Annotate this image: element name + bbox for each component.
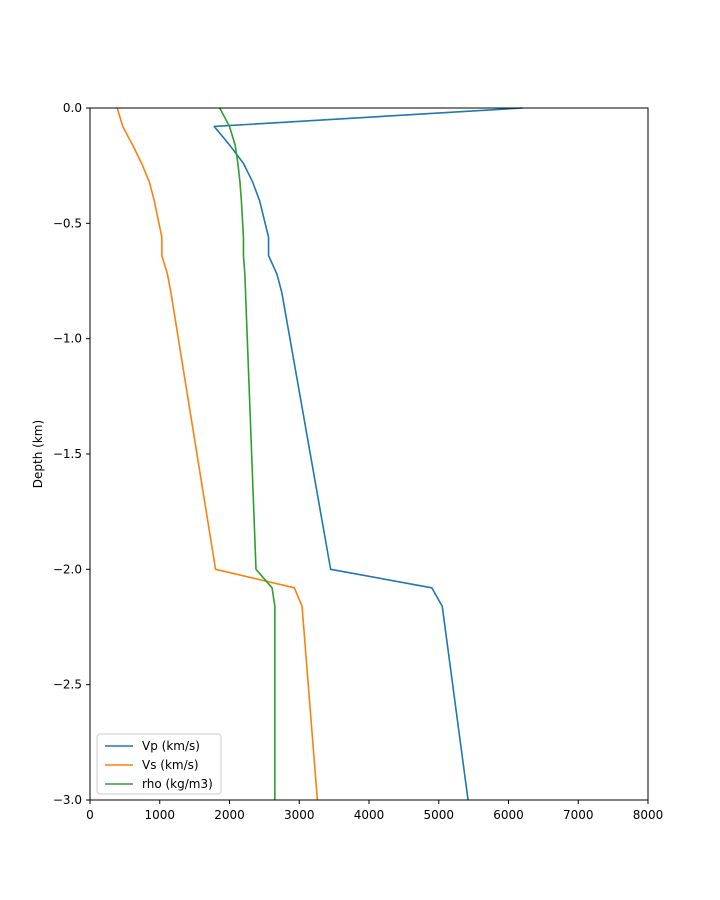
y-axis-ticks: 0.0 −0.5 −1.0 −1.5 −2.0 −2.5 −3.0 bbox=[53, 101, 90, 807]
y-tick-label: −2.0 bbox=[53, 562, 82, 576]
x-tick-label: 0 bbox=[86, 808, 94, 822]
x-axis-ticks: 0 1000 2000 3000 4000 5000 6000 7000 8000 bbox=[86, 800, 663, 822]
x-tick-label: 1000 bbox=[144, 808, 175, 822]
y-tick-label: −3.0 bbox=[53, 793, 82, 807]
y-tick-label: −2.5 bbox=[53, 678, 82, 692]
series-line-0 bbox=[213, 107, 523, 801]
y-tick-label: −0.5 bbox=[53, 216, 82, 230]
x-tick-label: 8000 bbox=[633, 808, 664, 822]
x-tick-label: 4000 bbox=[354, 808, 385, 822]
plot-frame bbox=[89, 107, 649, 801]
series-line-1 bbox=[116, 107, 319, 801]
y-axis-label: Depth (km) bbox=[31, 420, 45, 488]
y-tick-label: 0.0 bbox=[63, 101, 82, 115]
legend-box bbox=[96, 733, 222, 795]
x-tick-label: 6000 bbox=[493, 808, 524, 822]
y-tick-label: −1.5 bbox=[53, 447, 82, 461]
x-tick-label: 2000 bbox=[214, 808, 245, 822]
legend-label-0: Vp (km/s) bbox=[142, 739, 200, 753]
x-tick-label: 7000 bbox=[563, 808, 594, 822]
x-tick-label: 3000 bbox=[284, 808, 315, 822]
legend-label-2: rho (kg/m3) bbox=[142, 777, 213, 791]
y-tick-label: −1.0 bbox=[53, 332, 82, 346]
x-tick-label: 5000 bbox=[423, 808, 454, 822]
plot-lines bbox=[116, 107, 523, 801]
legend-label-1: Vs (km/s) bbox=[142, 758, 199, 772]
legend: Vp (km/s) Vs (km/s) rho (kg/m3) bbox=[96, 733, 222, 795]
series-line-2 bbox=[219, 107, 276, 800]
